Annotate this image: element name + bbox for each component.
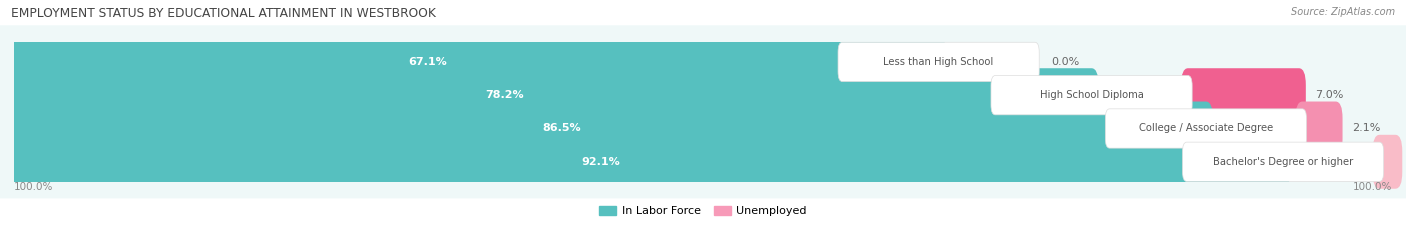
Text: 78.2%: 78.2%: [485, 90, 524, 100]
FancyBboxPatch shape: [991, 75, 1192, 115]
Text: 67.1%: 67.1%: [409, 57, 447, 67]
FancyBboxPatch shape: [1372, 135, 1402, 189]
FancyBboxPatch shape: [1182, 142, 1384, 182]
Text: 7.0%: 7.0%: [1316, 90, 1344, 100]
Text: 100.0%: 100.0%: [1353, 182, 1392, 192]
Text: Bachelor's Degree or higher: Bachelor's Degree or higher: [1213, 157, 1353, 167]
FancyBboxPatch shape: [838, 42, 1039, 82]
FancyBboxPatch shape: [1295, 102, 1343, 155]
Text: 2.1%: 2.1%: [1353, 123, 1381, 134]
FancyBboxPatch shape: [0, 25, 1406, 99]
FancyBboxPatch shape: [0, 125, 1406, 198]
Text: Source: ZipAtlas.com: Source: ZipAtlas.com: [1291, 7, 1395, 17]
Text: College / Associate Degree: College / Associate Degree: [1139, 123, 1272, 134]
FancyBboxPatch shape: [1105, 109, 1306, 148]
Legend: In Labor Force, Unemployed: In Labor Force, Unemployed: [595, 202, 811, 221]
FancyBboxPatch shape: [7, 135, 1289, 189]
FancyBboxPatch shape: [0, 58, 1406, 132]
FancyBboxPatch shape: [7, 102, 1213, 155]
FancyBboxPatch shape: [7, 68, 1098, 122]
Text: 100.0%: 100.0%: [14, 182, 53, 192]
FancyBboxPatch shape: [0, 92, 1406, 165]
Text: High School Diploma: High School Diploma: [1039, 90, 1143, 100]
FancyBboxPatch shape: [7, 35, 945, 89]
Text: EMPLOYMENT STATUS BY EDUCATIONAL ATTAINMENT IN WESTBROOK: EMPLOYMENT STATUS BY EDUCATIONAL ATTAINM…: [11, 7, 436, 20]
Text: 92.1%: 92.1%: [581, 157, 620, 167]
FancyBboxPatch shape: [1181, 68, 1306, 122]
Text: 86.5%: 86.5%: [543, 123, 581, 134]
Text: Less than High School: Less than High School: [883, 57, 994, 67]
Text: 0.0%: 0.0%: [1052, 57, 1080, 67]
